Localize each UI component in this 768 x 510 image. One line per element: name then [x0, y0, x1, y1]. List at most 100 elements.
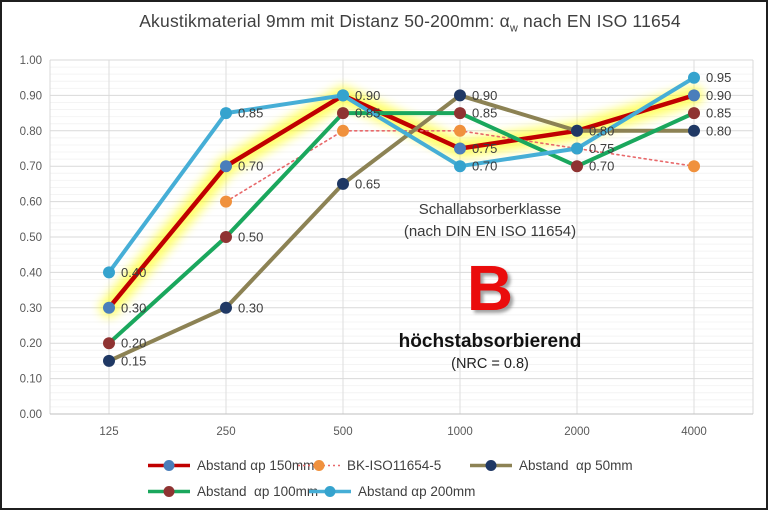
- data-point-marker: [220, 231, 232, 243]
- x-tick-label: 250: [216, 426, 235, 438]
- data-point-label: 0.70: [472, 159, 497, 174]
- y-tick-label: 0.00: [20, 409, 42, 421]
- data-point-label: 0.30: [238, 300, 263, 315]
- y-tick-label: 0.50: [20, 232, 42, 244]
- data-point-marker: [454, 142, 466, 155]
- series-line: [107, 111, 696, 346]
- legend-item-1: BK-ISO11654-5: [298, 457, 442, 473]
- data-point-marker: [688, 71, 700, 84]
- y-tick-label: 0.90: [20, 90, 42, 102]
- data-point-label: 0.75: [589, 141, 614, 156]
- data-point-label: 0.85: [472, 106, 497, 121]
- y-tick-label: 0.10: [20, 374, 42, 386]
- data-point-marker: [688, 124, 700, 137]
- x-tick-label: 1000: [447, 426, 473, 438]
- legend-label: BK-ISO11654-5: [347, 457, 442, 473]
- data-point-marker: [571, 124, 583, 137]
- data-point-label: 0.75: [472, 141, 497, 156]
- x-tick-label: 125: [99, 426, 118, 438]
- legend-swatch-icon: [298, 459, 340, 471]
- data-point-marker: [103, 266, 115, 279]
- data-point-marker: [454, 160, 466, 173]
- chart-title-subscript: w: [509, 22, 518, 35]
- legend-swatch-icon: [148, 459, 190, 471]
- legend-item-3: Abstand αp 100mm: [148, 483, 319, 499]
- data-point-label: 0.90: [706, 88, 731, 103]
- data-labels: 0.30 0.70 0.75 0.90 0.15 0.30 0.65 0.90 0.80 0.80…: [121, 70, 731, 368]
- y-tick-label: 1.00: [20, 55, 42, 67]
- legend-item-2: Abstand αp 50mm: [470, 457, 633, 473]
- y-tick-label: 0.40: [20, 267, 42, 279]
- data-point-marker: [571, 142, 583, 155]
- legend-item-0: Abstand αp 150mm: [148, 457, 315, 473]
- legend-swatch-icon: [309, 485, 351, 497]
- series-3: [103, 107, 700, 350]
- data-point-marker: [337, 107, 349, 120]
- data-point-label: 0.95: [706, 70, 731, 85]
- annotation-line-1: Schallabsorberklasse: [418, 201, 562, 218]
- absorber-class-annotation: Schallabsorberklasse (nach DIN EN ISO 11…: [354, 199, 626, 374]
- data-point-marker: [688, 107, 700, 120]
- annotation-line-3: höchstabsorbierend: [398, 331, 582, 352]
- absorber-class-letter: B: [466, 252, 514, 324]
- data-point-marker: [454, 124, 466, 137]
- data-point-marker: [688, 89, 700, 102]
- series-line: [106, 93, 697, 311]
- data-point-label: 0.85: [706, 106, 731, 121]
- data-point-label: 0.85: [355, 106, 380, 121]
- data-point-label: 0.90: [355, 88, 380, 103]
- data-point-label: 0.40: [121, 265, 146, 280]
- x-tick-label: 4000: [681, 426, 707, 438]
- chart-title-suffix: nach EN ISO 11654: [517, 11, 681, 31]
- y-tick-label: 0.60: [20, 197, 42, 209]
- legend-swatch-icon: [470, 459, 512, 471]
- data-point-marker: [220, 107, 232, 120]
- legend-label: Abstand αp 150mm: [197, 457, 315, 473]
- legend-item-4: Abstand αp 200mm: [309, 483, 476, 499]
- legend-label: Abstand αp 50mm: [519, 457, 633, 473]
- data-point-label: 0.50: [238, 230, 263, 245]
- data-point-label: 0.85: [238, 106, 263, 121]
- data-point-label: 0.20: [121, 336, 146, 351]
- data-point-marker: [454, 89, 466, 102]
- data-point-label: 0.15: [121, 353, 146, 368]
- annotation-line-4: (NRC = 0.8): [451, 356, 529, 372]
- y-tick-label: 0.70: [20, 161, 42, 173]
- data-point-marker: [454, 107, 466, 120]
- data-point-marker: [337, 124, 349, 137]
- chart-title: Akustikmaterial 9mm mit Distanz 50-200mm…: [56, 11, 764, 35]
- data-point-marker: [103, 337, 115, 350]
- data-point-label: 0.30: [121, 300, 146, 315]
- data-point-label: 0.70: [238, 159, 263, 174]
- series-4: [103, 71, 700, 279]
- data-point-marker: [571, 160, 583, 173]
- chart-title-prefix: Akustikmaterial 9mm mit Distanz 50-200mm…: [139, 11, 510, 31]
- annotation-line-2: (nach DIN EN ISO 11654): [403, 223, 577, 240]
- x-tick-label: 2000: [564, 426, 590, 438]
- data-point-marker: [337, 177, 349, 190]
- data-point-label: 0.70: [589, 159, 614, 174]
- legend-label: Abstand αp 100mm: [197, 483, 319, 499]
- data-point-label: 0.90: [472, 88, 497, 103]
- y-tick-label: 0.20: [20, 338, 42, 350]
- data-point-marker: [220, 195, 232, 208]
- data-point-marker: [688, 160, 700, 173]
- legend-swatch-icon: [148, 485, 190, 497]
- data-point-marker: [220, 301, 232, 314]
- y-tick-label: 0.30: [20, 303, 42, 315]
- data-point-label: 0.80: [706, 123, 731, 138]
- data-point-label: 0.80: [589, 123, 614, 138]
- data-point-marker: [337, 89, 349, 102]
- data-point-marker: [220, 160, 232, 173]
- series-line: [107, 75, 696, 275]
- axis-labels: 1.00 0.90 0.80 0.70 0.60 0.50 0.40 0.30 0.20 0.10…: [20, 55, 707, 438]
- x-tick-label: 500: [333, 426, 352, 438]
- data-point-marker: [103, 354, 115, 367]
- data-point-marker: [103, 301, 115, 314]
- y-tick-label: 0.80: [20, 126, 42, 138]
- series-line: [107, 93, 696, 363]
- legend-label: Abstand αp 200mm: [358, 483, 476, 499]
- series-2: [103, 89, 700, 367]
